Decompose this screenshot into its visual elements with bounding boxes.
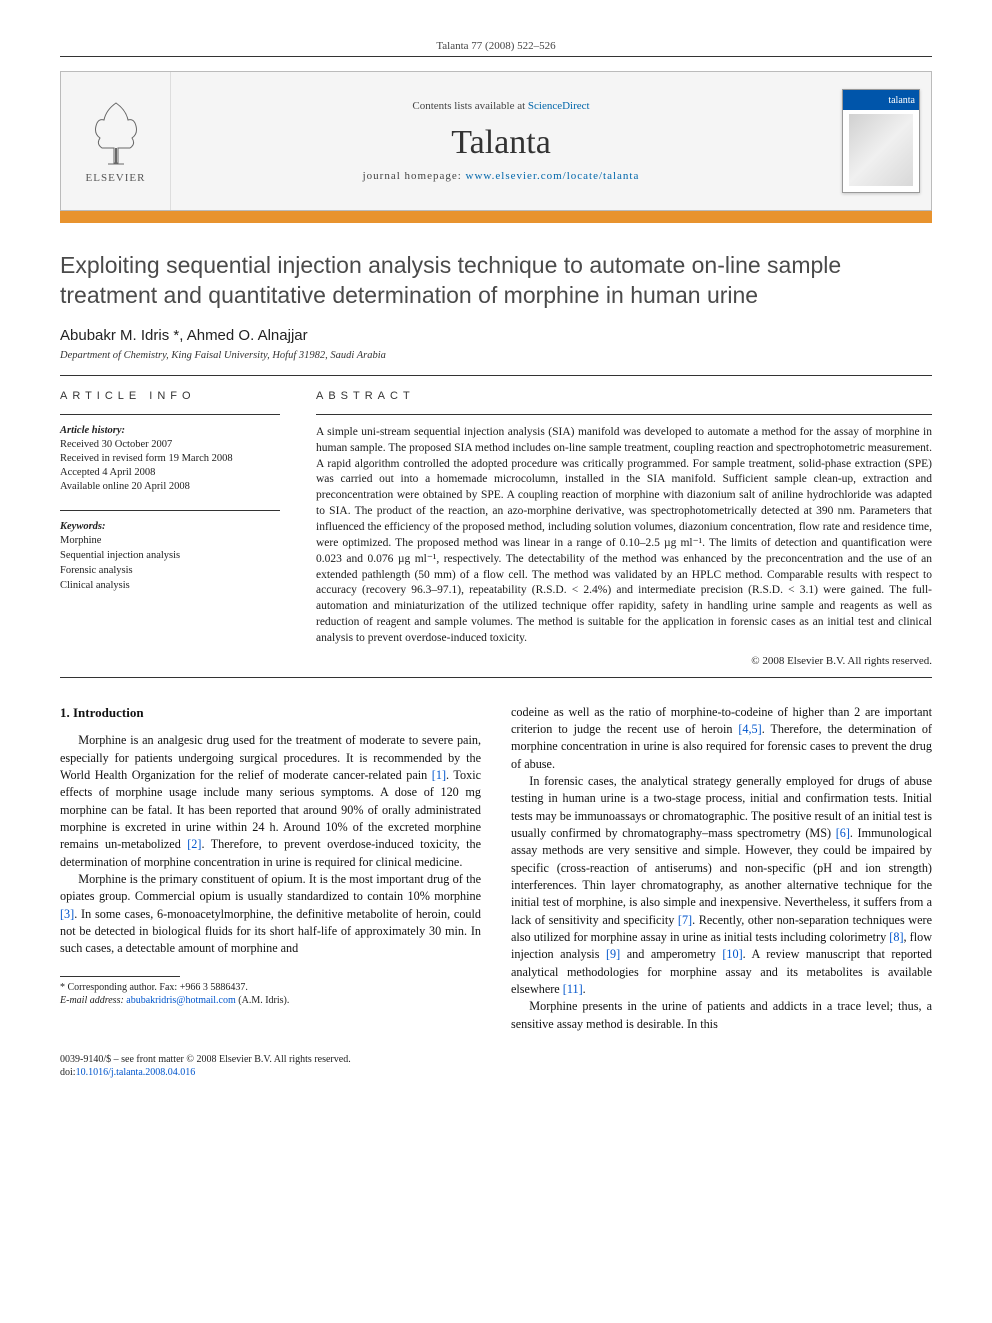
- divider-top: [60, 375, 932, 376]
- copyright: © 2008 Elsevier B.V. All rights reserved…: [316, 655, 932, 667]
- citation-ref[interactable]: [7]: [678, 913, 692, 927]
- authors: Abubakr M. Idris *, Ahmed O. Alnajjar: [60, 327, 932, 344]
- article-info-column: ARTICLE INFO Article history: Received 3…: [60, 390, 280, 667]
- divider-bottom: [60, 677, 932, 678]
- history-line: Received 30 October 2007: [60, 438, 280, 452]
- citation-ref[interactable]: [2]: [187, 837, 201, 851]
- email-link[interactable]: abubakridris@hotmail.com: [126, 995, 235, 1006]
- doi-line: doi:10.1016/j.talanta.2008.04.016: [60, 1066, 932, 1079]
- citation-ref[interactable]: [11]: [563, 982, 583, 996]
- article-info-label: ARTICLE INFO: [60, 390, 280, 402]
- masthead-center: Contents lists available at ScienceDirec…: [171, 72, 831, 210]
- citation-ref[interactable]: [10]: [722, 947, 742, 961]
- journal-cover-thumb: talanta: [842, 89, 920, 193]
- homepage-link[interactable]: www.elsevier.com/locate/talanta: [466, 170, 640, 182]
- keyword: Morphine: [60, 534, 280, 549]
- abstract-rule: [316, 414, 932, 415]
- paragraph: Morphine presents in the urine of patien…: [511, 998, 932, 1033]
- footer: 0039-9140/$ – see front matter © 2008 El…: [60, 1053, 932, 1079]
- corresponding-author: * Corresponding author. Fax: +966 3 5886…: [60, 981, 481, 995]
- publisher-name: ELSEVIER: [86, 172, 146, 184]
- footnote-block: * Corresponding author. Fax: +966 3 5886…: [60, 981, 481, 1008]
- cover-block: talanta: [831, 72, 931, 210]
- paragraph: Morphine is the primary constituent of o…: [60, 871, 481, 958]
- abstract-label: ABSTRACT: [316, 390, 932, 402]
- top-rule: [60, 56, 932, 57]
- history-line: Available online 20 April 2008: [60, 480, 280, 494]
- cover-banner: talanta: [843, 90, 919, 110]
- sciencedirect-link[interactable]: ScienceDirect: [528, 100, 590, 112]
- keyword: Clinical analysis: [60, 579, 280, 594]
- keyword: Sequential injection analysis: [60, 549, 280, 564]
- publisher-block: ELSEVIER: [61, 72, 171, 210]
- contents-line: Contents lists available at ScienceDirec…: [412, 100, 589, 112]
- homepage-line: journal homepage: www.elsevier.com/locat…: [363, 170, 640, 182]
- info-rule: [60, 510, 280, 511]
- article-history: Article history: Received 30 October 200…: [60, 425, 280, 495]
- body-text: 1. Introduction Morphine is an analgesic…: [60, 704, 932, 1033]
- running-header: Talanta 77 (2008) 522–526: [60, 40, 932, 52]
- citation-ref[interactable]: [8]: [889, 930, 903, 944]
- citation-ref[interactable]: [9]: [606, 947, 620, 961]
- orange-accent-bar: [60, 211, 932, 223]
- paragraph: Morphine is an analgesic drug used for t…: [60, 732, 481, 871]
- email-line: E-mail address: abubakridris@hotmail.com…: [60, 994, 481, 1008]
- cover-image-placeholder: [849, 114, 913, 186]
- front-matter-line: 0039-9140/$ – see front matter © 2008 El…: [60, 1053, 932, 1066]
- info-rule: [60, 414, 280, 415]
- keywords-block: Keywords: Morphine Sequential injection …: [60, 521, 280, 593]
- citation: Talanta 77 (2008) 522–526: [436, 40, 555, 52]
- keywords-heading: Keywords:: [60, 521, 280, 532]
- history-heading: Article history:: [60, 425, 280, 436]
- citation-ref[interactable]: [1]: [432, 768, 446, 782]
- elsevier-tree-icon: [86, 98, 146, 168]
- journal-name: Talanta: [451, 124, 551, 162]
- abstract-text: A simple uni-stream sequential injection…: [316, 425, 932, 647]
- history-line: Accepted 4 April 2008: [60, 466, 280, 480]
- keyword: Forensic analysis: [60, 564, 280, 579]
- masthead: ELSEVIER Contents lists available at Sci…: [60, 71, 932, 211]
- article-title: Exploiting sequential injection analysis…: [60, 251, 932, 311]
- paragraph: codeine as well as the ratio of morphine…: [511, 704, 932, 773]
- footnote-rule: [60, 976, 180, 977]
- citation-ref[interactable]: [6]: [836, 826, 850, 840]
- citation-ref[interactable]: [4,5]: [738, 722, 761, 736]
- abstract-column: ABSTRACT A simple uni-stream sequential …: [316, 390, 932, 667]
- history-line: Received in revised form 19 March 2008: [60, 452, 280, 466]
- citation-ref[interactable]: [3]: [60, 907, 74, 921]
- paragraph: In forensic cases, the analytical strate…: [511, 773, 932, 998]
- doi-link[interactable]: 10.1016/j.talanta.2008.04.016: [76, 1067, 196, 1078]
- affiliation: Department of Chemistry, King Faisal Uni…: [60, 350, 932, 361]
- section-heading: 1. Introduction: [60, 704, 481, 722]
